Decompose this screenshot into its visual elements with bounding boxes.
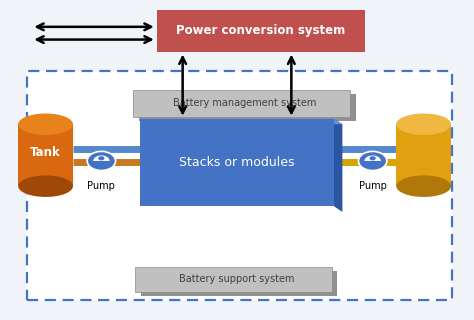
Wedge shape [93,156,109,161]
Bar [136,267,331,292]
Text: Pump: Pump [87,181,115,191]
Polygon shape [396,124,451,186]
Bar [139,94,356,121]
Ellipse shape [396,175,451,197]
Circle shape [87,151,116,171]
Text: Battery support system: Battery support system [179,275,294,284]
Wedge shape [365,156,381,161]
Ellipse shape [396,114,451,135]
Circle shape [98,156,104,160]
Ellipse shape [18,114,73,135]
Polygon shape [18,124,73,186]
Text: Stacks or modules: Stacks or modules [179,156,295,169]
Bar [141,270,337,296]
Bar [133,90,350,117]
Bar [27,71,452,300]
Text: Battery management system: Battery management system [173,99,316,108]
Text: Power conversion system: Power conversion system [176,24,345,37]
Polygon shape [334,119,342,212]
Polygon shape [140,119,342,124]
Text: Pump: Pump [359,181,387,191]
Bar [156,10,365,52]
Bar [140,119,334,206]
Circle shape [358,151,387,171]
Text: Tank: Tank [30,146,61,158]
Circle shape [370,156,376,160]
Ellipse shape [18,175,73,197]
